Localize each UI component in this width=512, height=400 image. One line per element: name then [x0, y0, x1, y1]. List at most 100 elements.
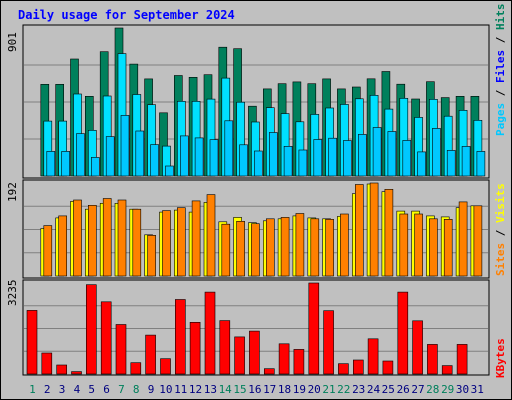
x-tick-label: 7: [118, 383, 125, 396]
legend-sep: /: [494, 83, 507, 103]
pages-bar: [343, 140, 352, 177]
kbytes-bar: [427, 344, 438, 375]
sites-bar: [325, 219, 334, 277]
kbytes-bar: [323, 310, 334, 375]
x-tick-label: 4: [74, 383, 81, 396]
kbytes-bar: [338, 363, 349, 375]
legend-sep: /: [494, 30, 507, 50]
kbytes-bar: [249, 330, 260, 375]
pages-bar: [165, 165, 174, 177]
kbytes-bar: [352, 359, 364, 375]
pages-bar: [313, 139, 323, 177]
sites-bar: [162, 210, 171, 277]
pages-bar: [209, 139, 219, 177]
pages-bar: [150, 144, 159, 177]
x-tick-label: 5: [88, 383, 95, 396]
x-tick-label: 8: [133, 383, 140, 396]
x-tick-label: 12: [189, 383, 202, 396]
pages-bar: [105, 136, 115, 177]
kbytes-bar: [41, 352, 53, 375]
x-tick-label: 3: [59, 383, 66, 396]
legend-files: Files: [494, 50, 507, 83]
sites-bar: [369, 182, 379, 277]
x-tick-label: 11: [174, 383, 187, 396]
sites-bar: [117, 199, 127, 277]
pages-bar: [357, 134, 367, 177]
kbytes-bar: [175, 299, 186, 375]
pages-bar: [135, 130, 145, 177]
kbytes-bar: [234, 336, 245, 375]
x-tick-label: 16: [248, 383, 261, 396]
x-tick-label: 14: [219, 383, 233, 396]
pages-bar: [283, 146, 293, 177]
x-tick-label: 22: [337, 383, 350, 396]
x-tick-label: 9: [148, 383, 155, 396]
pages-bar: [328, 137, 337, 177]
legend-hits: Hits: [494, 4, 507, 31]
x-tick-label: 20: [308, 383, 321, 396]
pages-bar: [224, 120, 234, 177]
kbytes-bar: [263, 368, 275, 375]
x-tick-label: 6: [103, 383, 110, 396]
pages-bar: [446, 150, 456, 177]
pages-bar: [372, 127, 382, 177]
x-tick-label: 2: [44, 383, 51, 396]
sites-bar: [399, 213, 409, 277]
x-tick-label: 10: [159, 383, 172, 396]
sites-bar: [458, 201, 468, 277]
x-tick-label: 23: [352, 383, 365, 396]
kbytes-bar: [278, 343, 290, 375]
x-tick-label: 30: [456, 383, 469, 396]
kbytes-bar: [160, 358, 171, 375]
sites-bar: [43, 225, 53, 277]
kbytes-bar: [308, 282, 320, 375]
sites-bar: [280, 217, 290, 277]
bars: [26, 27, 486, 375]
kbytes-bar: [397, 291, 409, 375]
sites-bar: [132, 208, 142, 277]
pages-bar: [46, 151, 56, 177]
kbytes-bar: [189, 321, 201, 375]
x-tick-label: 29: [441, 383, 454, 396]
sites-bar: [443, 219, 453, 277]
pages-bar: [402, 140, 412, 177]
pages-bar: [76, 133, 85, 177]
x-tick-label: 27: [411, 383, 424, 396]
pages-bar: [239, 144, 248, 177]
sites-bar: [73, 199, 82, 277]
sites-bar: [429, 218, 438, 277]
pages-bar: [180, 135, 189, 177]
legend-sites: Sites: [494, 243, 507, 276]
pages-bar: [298, 149, 308, 177]
kbytes-bar: [219, 320, 231, 375]
x-tick-label: 18: [278, 383, 291, 396]
legend-sep: /: [494, 223, 507, 243]
pages-bar: [417, 151, 426, 177]
x-tick-label: 26: [397, 383, 410, 396]
x-tick-label: 28: [426, 383, 439, 396]
sites-bar: [236, 221, 245, 277]
kbytes-bar: [26, 310, 38, 375]
legend-pages: Pages: [494, 103, 507, 136]
chart-title: Daily usage for September 2024: [18, 8, 235, 22]
kbytes-bar: [71, 371, 82, 375]
x-tick-label: 17: [263, 383, 276, 396]
x-tick-label: 24: [367, 383, 381, 396]
sites-bar: [384, 189, 394, 277]
sites-bar: [206, 194, 216, 277]
kbytes-bar: [115, 324, 127, 375]
pages-bar: [432, 128, 441, 177]
sites-bar: [191, 200, 201, 277]
kbytes-bar: [456, 344, 468, 375]
pages-bar: [194, 137, 204, 177]
kbytes-bar: [293, 349, 305, 375]
kbytes-ymax-label: 3235: [6, 280, 19, 307]
pages-bar: [120, 115, 130, 177]
x-tick-label: 25: [382, 383, 395, 396]
sites-bar: [147, 235, 156, 277]
kbytes-bar: [412, 320, 423, 375]
x-tick-label: 15: [233, 383, 246, 396]
legend-visits: Visits: [494, 183, 507, 223]
legend-hits-files-pages: Pages / Files / Hits: [494, 4, 507, 137]
